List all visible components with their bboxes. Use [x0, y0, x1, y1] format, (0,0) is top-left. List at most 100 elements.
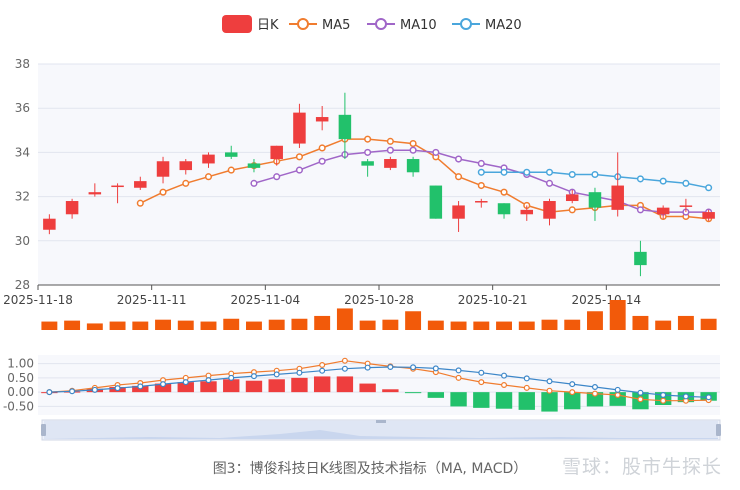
candle-body — [656, 207, 670, 215]
candle[interactable] — [315, 105, 329, 131]
legend-ma10-icon[interactable] — [367, 18, 395, 30]
macd-hist-bar — [336, 376, 354, 393]
macd-lines — [46, 357, 712, 404]
macd-diff-point — [569, 389, 576, 396]
candle[interactable] — [497, 203, 511, 219]
candle[interactable] — [247, 159, 261, 173]
macd-dea-point — [273, 371, 280, 378]
candle[interactable] — [361, 159, 374, 177]
volume-bar — [677, 315, 694, 330]
candle[interactable] — [88, 183, 102, 197]
ma5-point — [568, 206, 576, 214]
macd-dea-point — [182, 379, 189, 386]
macd-diff-point — [455, 374, 462, 381]
candle[interactable] — [270, 145, 283, 166]
x-tick-label: 2025-10-21 — [458, 293, 528, 307]
candle-body — [224, 152, 238, 157]
macd-dea-line — [49, 366, 709, 398]
candle[interactable] — [134, 176, 147, 190]
ma10-point — [545, 179, 554, 187]
legend-kline-swatch[interactable] — [222, 15, 252, 33]
candle[interactable] — [588, 187, 602, 221]
candle[interactable] — [202, 152, 215, 168]
volume-bar — [223, 318, 240, 330]
candle[interactable] — [656, 205, 670, 219]
macd-dea-point — [432, 365, 439, 372]
candle[interactable] — [475, 198, 488, 208]
volume-bar — [655, 320, 672, 330]
macd-hist-bar — [359, 383, 376, 393]
macd-hist-bar — [291, 377, 308, 393]
ma5-point — [477, 182, 485, 190]
legend-ma10-label[interactable]: MA10 — [400, 18, 437, 33]
candle[interactable] — [156, 156, 170, 184]
ma5-point — [455, 173, 463, 181]
ma10-point — [432, 148, 440, 156]
macd-hist-bar — [245, 380, 263, 393]
macd-hist-bar — [586, 392, 604, 407]
ma5-point — [136, 199, 144, 207]
macd-dea-point — [569, 381, 576, 388]
macd-dea-point — [205, 377, 212, 384]
candle[interactable] — [224, 145, 238, 160]
candle[interactable] — [43, 214, 56, 235]
slider-drag-grip[interactable] — [376, 420, 386, 423]
candle[interactable] — [611, 152, 624, 217]
slider-selection[interactable] — [44, 421, 718, 439]
candle-body — [65, 201, 79, 215]
price-y-tick-label: 38 — [15, 57, 30, 71]
candle[interactable] — [111, 183, 124, 204]
slider-handle-left[interactable] — [41, 424, 46, 436]
candle-body — [315, 117, 329, 122]
candle-body — [406, 159, 420, 173]
ma10-point — [386, 146, 394, 154]
candlesticks[interactable] — [43, 92, 715, 277]
legend-ma5-icon[interactable] — [289, 18, 317, 30]
ma5-point — [227, 166, 235, 174]
candle[interactable] — [679, 198, 693, 213]
candle-body — [543, 201, 556, 219]
macd-diff-point — [478, 379, 485, 386]
candle-body — [43, 218, 56, 230]
legend-ma20-icon[interactable] — [452, 18, 480, 30]
legend-kline-label[interactable]: 日K — [257, 18, 279, 33]
price-grid — [38, 63, 720, 242]
candle[interactable] — [179, 159, 193, 175]
x-tick-label: 2025-11-11 — [117, 293, 187, 307]
candle[interactable] — [384, 156, 397, 171]
macd-diff-point — [614, 392, 621, 399]
candle-body — [338, 114, 352, 140]
x-tick-label: 2025-11-18 — [3, 293, 73, 307]
candle[interactable] — [338, 92, 352, 160]
macd-diff-point — [501, 382, 508, 389]
legend-ma5-label[interactable]: MA5 — [322, 18, 350, 33]
candle[interactable] — [452, 201, 465, 232]
candle[interactable] — [543, 198, 556, 226]
macd-dea-point — [455, 367, 462, 374]
macd-hist-bar — [450, 392, 467, 407]
candle[interactable] — [565, 189, 579, 204]
volume-bar — [427, 320, 444, 330]
candle[interactable] — [429, 185, 443, 219]
candle[interactable] — [702, 209, 715, 221]
candle[interactable] — [406, 156, 420, 177]
candle[interactable] — [293, 103, 306, 148]
candle-body — [179, 161, 193, 171]
ma10-point — [455, 155, 463, 163]
ma20-point — [659, 177, 667, 185]
candle[interactable] — [634, 240, 647, 277]
legend[interactable]: 日K MA5 MA10 MA20 — [222, 15, 522, 33]
volume-bar — [450, 321, 467, 330]
data-zoom-slider[interactable] — [41, 419, 721, 441]
ma5-point — [182, 179, 190, 187]
volume-bar — [632, 315, 649, 330]
macd-dea-point — [114, 385, 121, 392]
candle[interactable] — [65, 198, 79, 219]
macd-hist-bar — [427, 392, 445, 398]
legend-ma20-label[interactable]: MA20 — [485, 18, 522, 33]
slider-handle-right[interactable] — [716, 424, 721, 436]
candle-body — [202, 154, 215, 164]
volume-bar — [541, 319, 558, 330]
volume-bar — [177, 320, 194, 330]
candle[interactable] — [520, 205, 534, 221]
